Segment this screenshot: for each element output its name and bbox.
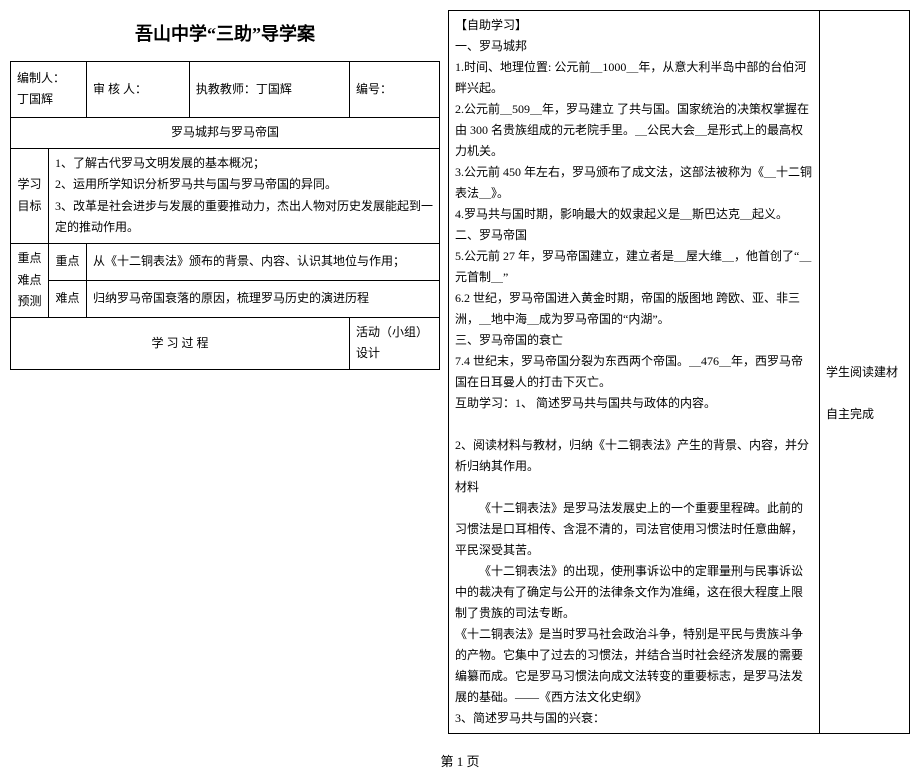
topic-cell: 罗马城邦与罗马帝国	[11, 117, 440, 148]
process-label: 学 习 过 程	[11, 317, 350, 369]
r-p12: 2、阅读材料与教材，归纳《十二铜表法》产生的背景、内容，并分析归纳其作用。	[455, 435, 813, 477]
r-p16: 《十二铜表法》是当时罗马社会政治斗争，特别是平民与贵族斗争的产物。它集中了过去的…	[455, 624, 813, 708]
page-title: 吾山中学“三助”导学案	[10, 20, 440, 49]
r-p2: 1.时间、地理位置: 公元前＿1000＿年，从意大利半岛中部的台伯河畔兴起。	[455, 57, 813, 99]
keypoint-label: 重点	[49, 243, 87, 280]
self-study-heading: 【自助学习】	[455, 15, 813, 36]
difficulty-text: 归纳罗马帝国衰落的原因，梳理罗马历史的演进历程	[87, 280, 440, 317]
side-note-2: 自主完成	[826, 404, 903, 425]
side-note-1: 学生阅读建材	[826, 362, 903, 383]
r-p14: 《十二铜表法》是罗马法发展史上的一个重要里程碑。此前的习惯法是口耳相传、含混不清…	[455, 498, 813, 561]
left-table: 编制人： 丁国辉 审 核 人： 执教教师：丁国辉 编号： 罗马城邦与罗马帝国 学…	[10, 61, 440, 370]
teacher-cell: 执教教师：丁国辉	[189, 61, 349, 117]
keypoint-text: 从《十二铜表法》颁布的背景、内容、认识其地位与作用；	[87, 243, 440, 280]
teacher-name: 丁国辉	[256, 82, 292, 96]
r-p9: 三、罗马帝国的衰亡	[455, 330, 813, 351]
points-group-label: 重点难点预测	[11, 243, 49, 317]
goals-content: 1、了解古代罗马文明发展的基本概况； 2、运用所学知识分析罗马共与国与罗马帝国的…	[49, 148, 440, 243]
reviewer-label: 审 核 人：	[93, 82, 147, 96]
r-p3: 2.公元前＿509＿年，罗马建立 了共与国。国家统治的决策权掌握在由 300 名…	[455, 99, 813, 162]
r-p6: 二、罗马帝国	[455, 225, 813, 246]
r-p13: 材料	[455, 477, 813, 498]
teacher-label: 执教教师：	[196, 82, 256, 96]
difficulty-label: 难点	[49, 280, 87, 317]
page-footer: 第 1 页	[10, 752, 910, 773]
r-p11: 互助学习：1、 简述罗马共与国共与政体的内容。	[455, 393, 813, 414]
right-side-cell: 学生阅读建材 自主完成	[820, 11, 910, 734]
goals-label: 学习目标	[11, 148, 49, 243]
goal-line-2: 2、运用所学知识分析罗马共与国与罗马帝国的异同。	[55, 177, 337, 191]
number-label: 编号：	[356, 82, 392, 96]
right-table: 【自助学习】 一、罗马城邦 1.时间、地理位置: 公元前＿1000＿年，从意大利…	[448, 10, 910, 734]
number-cell: 编号：	[350, 61, 440, 117]
r-p17: 3、简述罗马共与国的兴衰：	[455, 708, 813, 729]
r-p4: 3.公元前 450 年左右，罗马颁布了成文法，这部法被称为《＿十二铜表法＿》。	[455, 162, 813, 204]
editor-label: 编制人：	[17, 71, 65, 85]
r-p8: 6.2 世纪，罗马帝国进入黄金时期，帝国的版图地 跨欧、亚、非三洲，＿地中海＿成…	[455, 288, 813, 330]
r-p10: 7.4 世纪末，罗马帝国分裂为东西两个帝国。＿476＿年，西罗马帝国在日耳曼人的…	[455, 351, 813, 393]
goal-line-3: 3、改革是社会进步与发展的重要推动力，杰出人物对历史发展能起到一定的推动作用。	[55, 199, 433, 235]
r-p7: 5.公元前 27 年，罗马帝国建立，建立者是＿屋大维＿，他首创了“＿元首制＿”	[455, 246, 813, 288]
editor-cell: 编制人： 丁国辉	[11, 61, 87, 117]
editor-name: 丁国辉	[17, 92, 53, 106]
r-p5: 4.罗马共与国时期，影响最大的奴隶起义是＿斯巴达克＿起义。	[455, 204, 813, 225]
reviewer-cell: 审 核 人：	[87, 61, 190, 117]
r-p1: 一、罗马城邦	[455, 36, 813, 57]
goal-line-1: 1、了解古代罗马文明发展的基本概况；	[55, 156, 265, 170]
r-p15: 《十二铜表法》的出现，使刑事诉讼中的定罪量刑与民事诉讼中的裁决有了确定与公开的法…	[455, 561, 813, 624]
right-content-cell: 【自助学习】 一、罗马城邦 1.时间、地理位置: 公元前＿1000＿年，从意大利…	[449, 11, 820, 734]
activity-label: 活动（小组）设计	[350, 317, 440, 369]
